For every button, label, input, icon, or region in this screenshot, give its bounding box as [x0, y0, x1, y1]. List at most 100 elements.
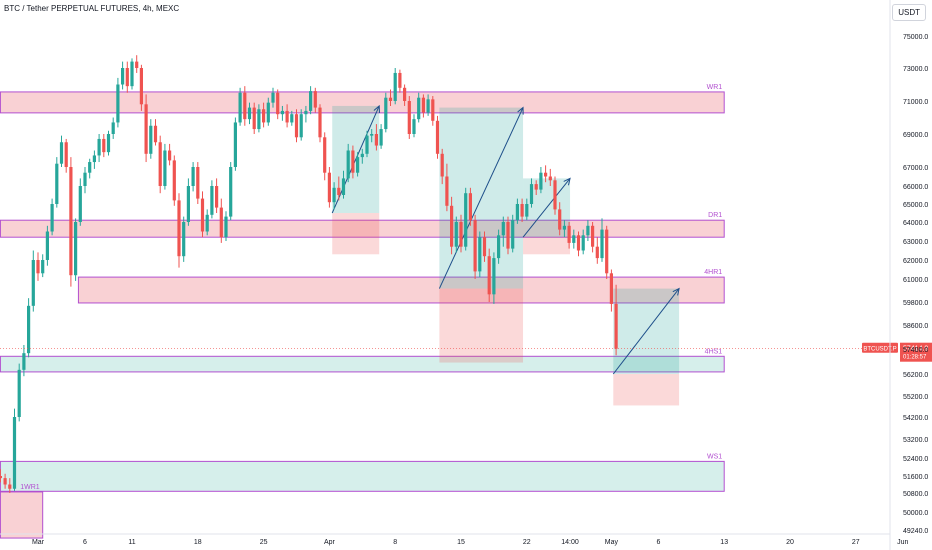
candle-body [421, 97, 425, 113]
candle-body [116, 84, 120, 123]
candle [200, 191, 205, 238]
candle [69, 157, 73, 287]
candle-body [398, 72, 402, 88]
candle-body [92, 155, 96, 163]
candle [341, 170, 346, 199]
candle-body [163, 150, 167, 186]
candle-body [215, 186, 219, 208]
time-axis[interactable]: Mar 6 11 18 25 Apr 8 15 22 14:00 May 6 13 20 27 Jun [0, 533, 909, 546]
candle-body [473, 220, 477, 272]
candle [412, 114, 416, 138]
candle [346, 143, 350, 183]
y-tick-label: 67000.0 [903, 165, 928, 172]
x-tick-label: Apr [324, 539, 336, 546]
candle-body [501, 222, 505, 236]
candle [238, 87, 242, 126]
currency-button[interactable]: USDT [892, 4, 926, 21]
symbol-badge [862, 342, 898, 353]
candle [534, 180, 538, 195]
candle [435, 115, 440, 159]
candle [247, 102, 252, 125]
candle [158, 135, 162, 194]
candle [492, 252, 496, 304]
candle-body [365, 135, 369, 154]
candle-body [299, 114, 303, 138]
candle [92, 150, 96, 169]
candle-body [492, 258, 496, 295]
y-tick-label: 59800.0 [903, 300, 928, 307]
candle [388, 89, 393, 106]
candle-body [111, 122, 115, 134]
candle-body [219, 207, 223, 238]
x-tick-label: 8 [393, 539, 397, 546]
candle [139, 64, 143, 111]
candle [454, 216, 458, 253]
positions-layer [331, 104, 680, 406]
candle [8, 478, 12, 493]
zone-wr1 [0, 91, 725, 114]
candle-body [360, 153, 364, 158]
candle-body [478, 237, 482, 272]
candle-body [97, 138, 101, 156]
candle-body [614, 303, 618, 349]
candle-body [210, 186, 214, 215]
candle [168, 143, 172, 166]
candle [548, 168, 552, 186]
candle-body [370, 134, 374, 136]
position-stop-area [523, 237, 571, 255]
candle [365, 130, 369, 158]
candle [407, 96, 411, 139]
candle [539, 167, 543, 194]
candle [182, 216, 186, 262]
candle [196, 162, 200, 204]
position-stop-area [439, 288, 524, 363]
candle-body [341, 178, 346, 195]
candle [506, 216, 510, 255]
zone-ws1 [0, 460, 725, 492]
candle-body [22, 353, 26, 370]
candle [205, 209, 209, 236]
candle [309, 86, 313, 115]
candle [177, 193, 181, 268]
candle-body [595, 246, 599, 259]
candle-body [191, 167, 195, 186]
candle [525, 198, 529, 221]
candle [445, 163, 449, 212]
candle [144, 94, 148, 163]
candle-body [351, 150, 355, 173]
candle [243, 86, 247, 126]
candle-body [435, 120, 440, 154]
candle [529, 178, 534, 208]
y-tick-label: 66000.0 [903, 184, 928, 191]
candle [384, 92, 388, 133]
candle [313, 87, 317, 113]
candle-body [464, 193, 468, 247]
y-tick-label: 63000.0 [903, 239, 928, 246]
candle-body [468, 193, 472, 221]
x-tick-label: 25 [260, 539, 268, 546]
price-axis[interactable]: 75000.0 73000.0 71000.0 69000.0 67000.0 66000… [889, 0, 928, 550]
candle [459, 214, 463, 253]
candle-body [266, 102, 270, 123]
current-price-line: BTCUSDT.P 57414.9 01:28:57 [0, 342, 932, 362]
candle [464, 187, 468, 251]
candle [426, 94, 430, 116]
candle-body [586, 225, 590, 236]
candle-body [149, 125, 153, 154]
candle-body [276, 92, 280, 115]
candle-body [403, 87, 407, 101]
candle-body [304, 110, 308, 115]
candle [337, 176, 341, 201]
candle [229, 162, 233, 221]
candle-body [27, 305, 31, 354]
candle-body [41, 260, 45, 274]
x-tick-label: 13 [720, 539, 728, 546]
candle-body [323, 137, 327, 173]
candle-body [224, 216, 228, 238]
candle [553, 176, 557, 215]
candle [83, 167, 87, 194]
position-arrow-head [672, 287, 680, 296]
candle-body [374, 134, 378, 146]
candle-body [445, 176, 449, 206]
